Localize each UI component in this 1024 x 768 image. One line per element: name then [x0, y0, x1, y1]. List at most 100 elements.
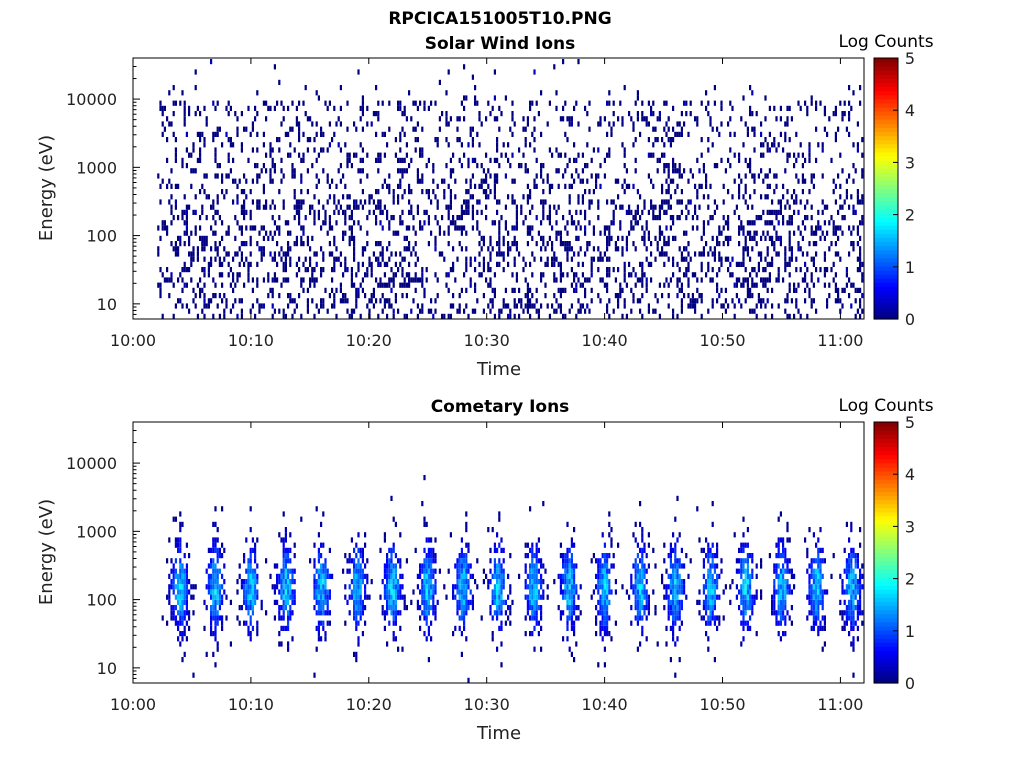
spectrogram-cell: [740, 620, 743, 626]
spectrogram-cell: [383, 282, 386, 288]
spectrogram-cell: [251, 599, 254, 605]
spectrogram-cell: [678, 584, 681, 590]
spectrogram-cell: [667, 610, 670, 616]
spectrogram-cell: [377, 157, 380, 163]
spectrogram-cell: [181, 605, 184, 611]
spectrogram-cell: [645, 594, 648, 600]
spectrogram-cell: [535, 615, 538, 621]
spectrogram-cell: [265, 116, 268, 122]
spectrogram-cell: [412, 246, 415, 252]
spectrogram-cell: [731, 194, 734, 200]
spectrogram-cell: [251, 605, 254, 611]
spectrogram-cell: [427, 194, 430, 200]
spectrogram-cell: [650, 261, 653, 267]
spectrogram-cell: [744, 157, 747, 163]
spectrogram-cell: [834, 287, 837, 293]
spectrogram-cell: [214, 521, 217, 527]
spectrogram-cell: [203, 246, 206, 252]
spectrogram-cell: [597, 573, 600, 579]
spectrogram-cell: [742, 194, 745, 200]
spectrogram-cell: [634, 272, 637, 278]
spectrogram-cell: [465, 256, 468, 262]
spectrogram-cell: [221, 178, 224, 184]
spectrogram-cell: [388, 277, 391, 283]
spectrogram-cell: [284, 256, 287, 262]
spectrogram-cell: [817, 277, 820, 283]
spectrogram-cell: [210, 547, 213, 553]
spectrogram-cell: [784, 131, 787, 137]
spectrogram-cell: [335, 183, 338, 189]
spectrogram-cell: [282, 547, 285, 553]
spectrogram-cell: [430, 620, 433, 626]
spectrogram-cell: [157, 173, 160, 179]
spectrogram-cell: [755, 282, 758, 288]
spectrogram-cell: [247, 157, 250, 163]
spectrogram-cell: [502, 573, 505, 579]
spectrogram-cell: [757, 267, 760, 273]
spectrogram-cell: [674, 131, 677, 137]
spectrogram-cell: [390, 553, 393, 559]
spectrogram-cell: [467, 542, 470, 548]
spectrogram-cell: [300, 282, 303, 288]
spectrogram-cell: [240, 251, 243, 257]
spectrogram-cell: [652, 215, 655, 221]
spectrogram-cell: [221, 625, 224, 631]
spectrogram-cell: [729, 163, 732, 169]
spectrogram-cell: [575, 313, 578, 319]
spectrogram-cell: [364, 594, 367, 600]
spectrogram-cell: [804, 298, 807, 304]
spectrogram-cell: [500, 215, 503, 221]
spectrogram-cell: [854, 298, 857, 304]
spectrogram-cell: [196, 313, 199, 319]
spectrogram-cell: [337, 199, 340, 205]
spectrogram-cell: [599, 631, 602, 637]
spectrogram-cell: [390, 558, 393, 564]
spectrogram-cell: [680, 589, 683, 595]
spectrogram-cell: [669, 547, 672, 553]
spectrogram-cell: [243, 620, 246, 626]
spectrogram-cell: [227, 251, 230, 257]
spectrogram-cell: [645, 121, 648, 127]
spectrogram-cell: [386, 599, 389, 605]
spectrogram-cell: [727, 241, 730, 247]
spectrogram-cell: [522, 116, 525, 122]
spectrogram-cell: [493, 293, 496, 299]
spectrogram-cell: [278, 615, 281, 621]
spectrogram-cell: [441, 313, 444, 319]
spectrogram-cell: [207, 584, 210, 590]
spectrogram-cell: [639, 308, 642, 314]
spectrogram-cell: [449, 157, 452, 163]
spectrogram-cell: [251, 277, 254, 283]
spectrogram-cell: [315, 646, 318, 652]
spectrogram-cell: [333, 267, 336, 273]
spectrogram-cell: [218, 256, 221, 262]
spectrogram-cell: [177, 235, 180, 241]
spectrogram-cell: [546, 584, 549, 590]
spectrogram-cell: [641, 282, 644, 288]
spectrogram-cell: [744, 189, 747, 195]
spectrogram-cell: [432, 163, 435, 169]
spectrogram-cell: [526, 199, 529, 205]
spectrogram-cell: [753, 599, 756, 605]
spectrogram-cell: [711, 521, 714, 527]
spectrogram-cell: [845, 194, 848, 200]
spectrogram-cell: [676, 589, 679, 595]
spectrogram-cell: [157, 225, 160, 231]
spectrogram-cell: [342, 230, 345, 236]
spectrogram-cell: [507, 157, 510, 163]
spectrogram-cell: [249, 636, 252, 642]
spectrogram-cell: [359, 105, 362, 111]
spectrogram-cell: [403, 313, 406, 319]
spectrogram-cell: [537, 308, 540, 314]
spectrogram-cell: [282, 267, 285, 273]
spectrogram-cell: [559, 584, 562, 590]
spectrogram-cell: [526, 594, 529, 600]
spectrogram-cell: [421, 225, 424, 231]
spectrogram-cell: [467, 584, 470, 590]
spectrogram-cell: [454, 194, 457, 200]
spectrogram-cell: [502, 547, 505, 553]
spectrogram-cell: [353, 584, 356, 590]
spectrogram-cell: [416, 105, 419, 111]
spectrogram-cell: [487, 579, 490, 585]
